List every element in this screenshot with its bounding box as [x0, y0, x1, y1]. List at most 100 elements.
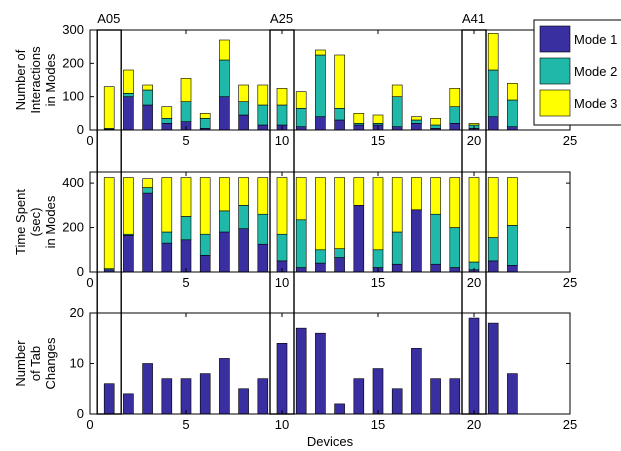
bar-mode-2-device-21 [487, 69, 499, 117]
bar-mode-2-device-4 [161, 118, 173, 124]
bar-mode-2-device-8 [238, 101, 249, 116]
bar-mode-2-device-15 [372, 249, 384, 268]
bar-mode-1-device-17 [411, 348, 422, 415]
y-tick-label-300: 300 [62, 22, 84, 37]
bar-mode-1-device-12 [315, 262, 326, 273]
bar-mode-2-device-19 [449, 227, 461, 268]
bar-mode-1-device-16 [391, 263, 403, 273]
bar-mode-3-device-15 [372, 114, 384, 124]
bar-mode-1-device-8 [238, 228, 249, 273]
x-tick-label-20: 20 [467, 275, 481, 290]
bar-mode-1-device-17 [411, 123, 422, 131]
bar-mode-1-device-2 [123, 96, 134, 131]
bar-mode-3-device-19 [449, 177, 461, 228]
highlight-box-a05 [96, 29, 122, 415]
bar-mode-1-device-12 [315, 116, 326, 131]
bar-mode-2-device-9 [257, 104, 269, 126]
bar-mode-1-device-9 [257, 378, 269, 415]
bar-mode-1-device-19 [449, 123, 461, 131]
bar-mode-1-device-17 [411, 209, 422, 273]
legend: Mode 1 Mode 2 Mode 3 [533, 19, 621, 126]
bar-mode-2-device-22 [507, 99, 518, 127]
highlight-label-a41: A41 [462, 11, 485, 26]
legend-label-3: Mode 3 [574, 96, 617, 111]
highlight-box-a25 [269, 29, 295, 415]
x-tick-label-10: 10 [275, 133, 289, 148]
bar-mode-3-device-13 [334, 54, 345, 109]
y-axis-label-line: in Modes [43, 195, 58, 248]
bar-mode-2-device-22 [507, 225, 518, 266]
bar-mode-1-device-14 [353, 124, 365, 131]
x-tick-label-20: 20 [467, 417, 481, 432]
highlight-box-a41 [461, 29, 487, 415]
highlight-label-a25: A25 [270, 11, 293, 26]
x-tick-label-15: 15 [371, 275, 385, 290]
bar-mode-3-device-1 [103, 86, 115, 129]
y-tick-label-200: 200 [62, 55, 84, 70]
x-tick-label-20: 20 [467, 133, 481, 148]
bar-mode-1-device-21 [487, 322, 499, 415]
bar-mode-2-device-16 [391, 231, 403, 265]
x-tick-label-15: 15 [371, 133, 385, 148]
bar-mode-3-device-4 [161, 106, 173, 119]
x-tick-label-5: 5 [182, 275, 189, 290]
bar-mode-3-device-7 [219, 177, 230, 212]
y-axis-label-line: in Modes [43, 53, 58, 106]
bar-mode-1-device-1 [103, 383, 115, 415]
bar-mode-1-device-7 [219, 231, 230, 273]
legend-label-1: Mode 1 [574, 32, 617, 47]
x-tick-label-25: 25 [563, 417, 577, 432]
bar-mode-3-device-21 [487, 33, 499, 71]
bar-mode-3-device-6 [199, 113, 211, 119]
x-tick-label-5: 5 [182, 417, 189, 432]
x-tick-label-25: 25 [563, 275, 577, 290]
bar-mode-1-device-3 [142, 363, 153, 415]
bar-mode-3-device-20 [468, 123, 480, 126]
bar-mode-3-device-17 [411, 116, 422, 121]
legend-swatch-3 [539, 89, 571, 117]
bar-mode-3-device-7 [219, 39, 230, 61]
bar-mode-3-device-8 [238, 177, 249, 206]
x-tick-label-10: 10 [275, 275, 289, 290]
bar-mode-2-device-19 [449, 106, 461, 124]
bar-mode-2-device-4 [161, 231, 173, 244]
bar-mode-1-device-22 [507, 373, 518, 415]
bar-mode-1-device-3 [142, 104, 153, 131]
x-tick-label-0: 0 [86, 275, 93, 290]
bar-mode-2-device-13 [334, 108, 345, 121]
bar-mode-2-device-18 [430, 213, 441, 265]
y-axis-label-panel-2: Time Spent(sec)in Modes [13, 189, 58, 255]
bar-mode-2-device-17 [411, 119, 422, 124]
bar-mode-3-device-17 [411, 177, 422, 211]
y-axis-label-panel-3: Numberof TabChanges [13, 337, 58, 390]
panel-3: 0 5 10 15 20 25 0 10 20 Numberof TabChanges Device… [13, 305, 577, 449]
bar-mode-2-device-6 [199, 233, 211, 256]
bar-mode-3-device-18 [430, 177, 441, 215]
bar-mode-3-device-1 [103, 177, 115, 269]
x-tick-label-5: 5 [182, 133, 189, 148]
bar-mode-3-device-12 [315, 177, 326, 251]
y-tick-label-20: 20 [70, 305, 84, 320]
legend-swatch-2 [539, 57, 571, 85]
y-tick-label-0: 0 [77, 406, 84, 421]
bar-mode-1-device-6 [199, 373, 211, 415]
y-axis-label-line: Changes [43, 337, 58, 390]
bar-mode-3-device-5 [180, 78, 192, 102]
bar-mode-3-device-11 [295, 177, 307, 221]
highlight-boxes: A05 A25 A41 [96, 11, 487, 415]
bar-mode-1-device-4 [161, 242, 173, 273]
bar-mode-3-device-3 [142, 84, 153, 91]
bar-mode-1-device-5 [180, 239, 192, 273]
bar-mode-2-device-18 [430, 124, 441, 129]
bar-mode-3-device-14 [353, 177, 365, 206]
y-axis-label-line: Number of [13, 49, 28, 110]
bar-mode-1-device-22 [507, 265, 518, 273]
bars-panel-3 [103, 317, 518, 415]
bar-mode-1-device-20 [468, 317, 480, 415]
bar-mode-1-device-16 [391, 388, 403, 415]
bar-mode-3-device-22 [507, 83, 518, 101]
plot-frame-2 [89, 171, 571, 273]
bar-mode-1-device-15 [372, 368, 384, 415]
panel-2: 0 5 10 15 20 25 0 200 400 Time Spent(sec)in Modes [13, 171, 577, 290]
